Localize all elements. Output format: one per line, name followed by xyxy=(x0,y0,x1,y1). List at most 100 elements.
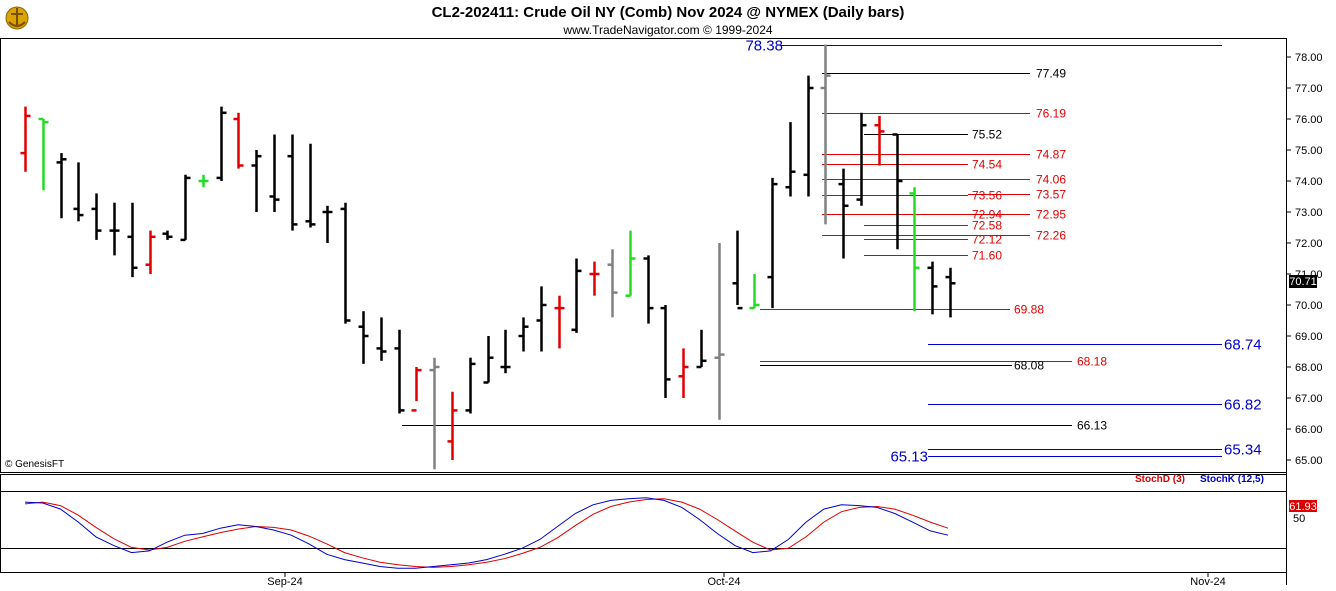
price-bar xyxy=(109,202,120,256)
level-line-68.18: 68.18 xyxy=(760,355,1107,369)
price-bar xyxy=(394,329,405,414)
price-bar xyxy=(198,174,209,188)
price-bar xyxy=(625,230,636,297)
stoch-d-legend: StochD (3) xyxy=(1135,474,1185,485)
level-line-74.87: 74.87 xyxy=(822,148,1066,162)
level-label: 74.54 xyxy=(972,158,1002,172)
stoch-d-value: 61.93 xyxy=(1289,501,1317,513)
level-label: 65.34 xyxy=(1224,442,1262,459)
time-axis: Sep-24 Oct-24 Nov-24 xyxy=(267,572,1226,588)
level-line-73.56: 73.56 xyxy=(822,189,1002,203)
price-bar xyxy=(20,106,31,172)
price-bar xyxy=(589,261,600,296)
price-tick-label: 69.00 xyxy=(1295,331,1323,343)
price-bar xyxy=(56,153,67,219)
price-bar xyxy=(909,187,920,312)
level-label: 78.38 xyxy=(745,38,783,55)
level-line-78.38: 78.38 xyxy=(745,38,1222,55)
price-bar xyxy=(732,230,743,310)
price-tick-label: 66.00 xyxy=(1295,424,1323,436)
price-bar xyxy=(874,115,885,166)
stoch-d-tag xyxy=(1289,500,1317,512)
price-tick-label: 65.00 xyxy=(1295,455,1323,467)
price-bar xyxy=(838,168,849,259)
watermark: © GenesisFT xyxy=(5,459,64,470)
level-line-72.58: 72.58 xyxy=(864,219,1002,233)
support-resistance-levels: 78.38 77.49 76.19 75.52 74.87 74.54 74.06 73.56… xyxy=(402,38,1262,466)
price-tick-label: 67.00 xyxy=(1295,393,1323,405)
price-tick-label: 70.00 xyxy=(1295,300,1323,312)
price-bar xyxy=(251,150,262,212)
level-label: 68.08 xyxy=(1014,359,1044,373)
price-bar xyxy=(411,367,422,412)
price-bar xyxy=(429,357,440,470)
price-bar xyxy=(518,317,529,352)
level-line-71.60: 71.60 xyxy=(864,249,1002,263)
level-label: 68.18 xyxy=(1077,355,1107,369)
level-line-69.88: 69.88 xyxy=(760,303,1044,317)
price-bar xyxy=(607,249,618,318)
level-line-76.19: 76.19 xyxy=(822,107,1066,121)
price-bar xyxy=(269,134,280,212)
level-label: 75.52 xyxy=(972,128,1002,142)
price-bar xyxy=(660,305,671,398)
level-line-66.82: 66.82 xyxy=(928,397,1262,414)
level-line-74.54: 74.54 xyxy=(822,158,1002,172)
price-bar xyxy=(927,261,938,315)
price-bar xyxy=(73,162,84,222)
chart-title: CL2-202411: Crude Oil NY (Comb) Nov 2024… xyxy=(432,4,905,21)
price-bar xyxy=(233,112,244,169)
level-line-77.49: 77.49 xyxy=(822,67,1066,81)
price-bar xyxy=(340,202,351,324)
level-line-72.26: 72.26 xyxy=(822,229,1066,243)
level-label: 73.56 xyxy=(972,189,1002,203)
last-price-tag: 70.71 xyxy=(1289,275,1317,288)
level-line-65.34: 65.34 xyxy=(928,442,1262,459)
price-tick-label: 68.00 xyxy=(1295,362,1323,374)
level-label: 74.87 xyxy=(1036,148,1066,162)
level-line-68.74: 68.74 xyxy=(928,337,1262,354)
price-tick-label: 72.00 xyxy=(1295,238,1323,250)
price-bar xyxy=(358,311,369,364)
price-bar xyxy=(767,177,778,309)
price-bars xyxy=(20,44,956,470)
price-tick-label: 73.00 xyxy=(1295,207,1323,219)
price-bar xyxy=(803,75,814,197)
time-axis-label: Sep-24 xyxy=(267,576,302,588)
level-label: 72.95 xyxy=(1036,208,1066,222)
price-bar xyxy=(678,348,689,398)
golden-anchor-logo-icon xyxy=(5,6,29,30)
level-label: 65.13 xyxy=(890,449,928,466)
price-bar xyxy=(749,274,760,310)
price-bar xyxy=(571,258,582,333)
price-bar xyxy=(447,391,458,460)
level-line-75.52: 75.52 xyxy=(864,128,1002,142)
price-bar xyxy=(162,230,173,240)
price-tick-label: 74.00 xyxy=(1295,176,1323,188)
level-line-68.08: 68.08 xyxy=(760,359,1044,373)
price-bar xyxy=(376,317,387,361)
price-axis: 78.0077.0076.0075.0074.0073.0072.0071.00… xyxy=(1286,52,1323,467)
price-tick-label: 75.00 xyxy=(1295,145,1323,157)
level-label: 73.57 xyxy=(1036,188,1066,202)
level-line-65.13: 65.13 xyxy=(890,449,1222,466)
price-bar xyxy=(536,286,547,352)
price-tick-label: 76.00 xyxy=(1295,114,1323,126)
stoch-d-line xyxy=(24,498,949,568)
price-tick-label: 78.00 xyxy=(1295,52,1323,64)
price-bar xyxy=(554,295,565,349)
stoch-axis-50: 50 xyxy=(1293,513,1305,525)
price-bar xyxy=(820,44,831,225)
level-label: 66.13 xyxy=(1077,419,1107,433)
price-bar xyxy=(465,357,476,414)
level-label: 66.82 xyxy=(1224,397,1262,414)
level-line-72.95: 72.95 xyxy=(968,208,1066,222)
level-label: 72.58 xyxy=(972,219,1002,233)
time-axis-label: Nov-24 xyxy=(1190,576,1225,588)
stoch-k-legend: StochK (12,5) xyxy=(1200,474,1264,485)
level-label: 76.19 xyxy=(1036,107,1066,121)
price-bar xyxy=(145,230,156,274)
price-bar xyxy=(38,117,49,191)
